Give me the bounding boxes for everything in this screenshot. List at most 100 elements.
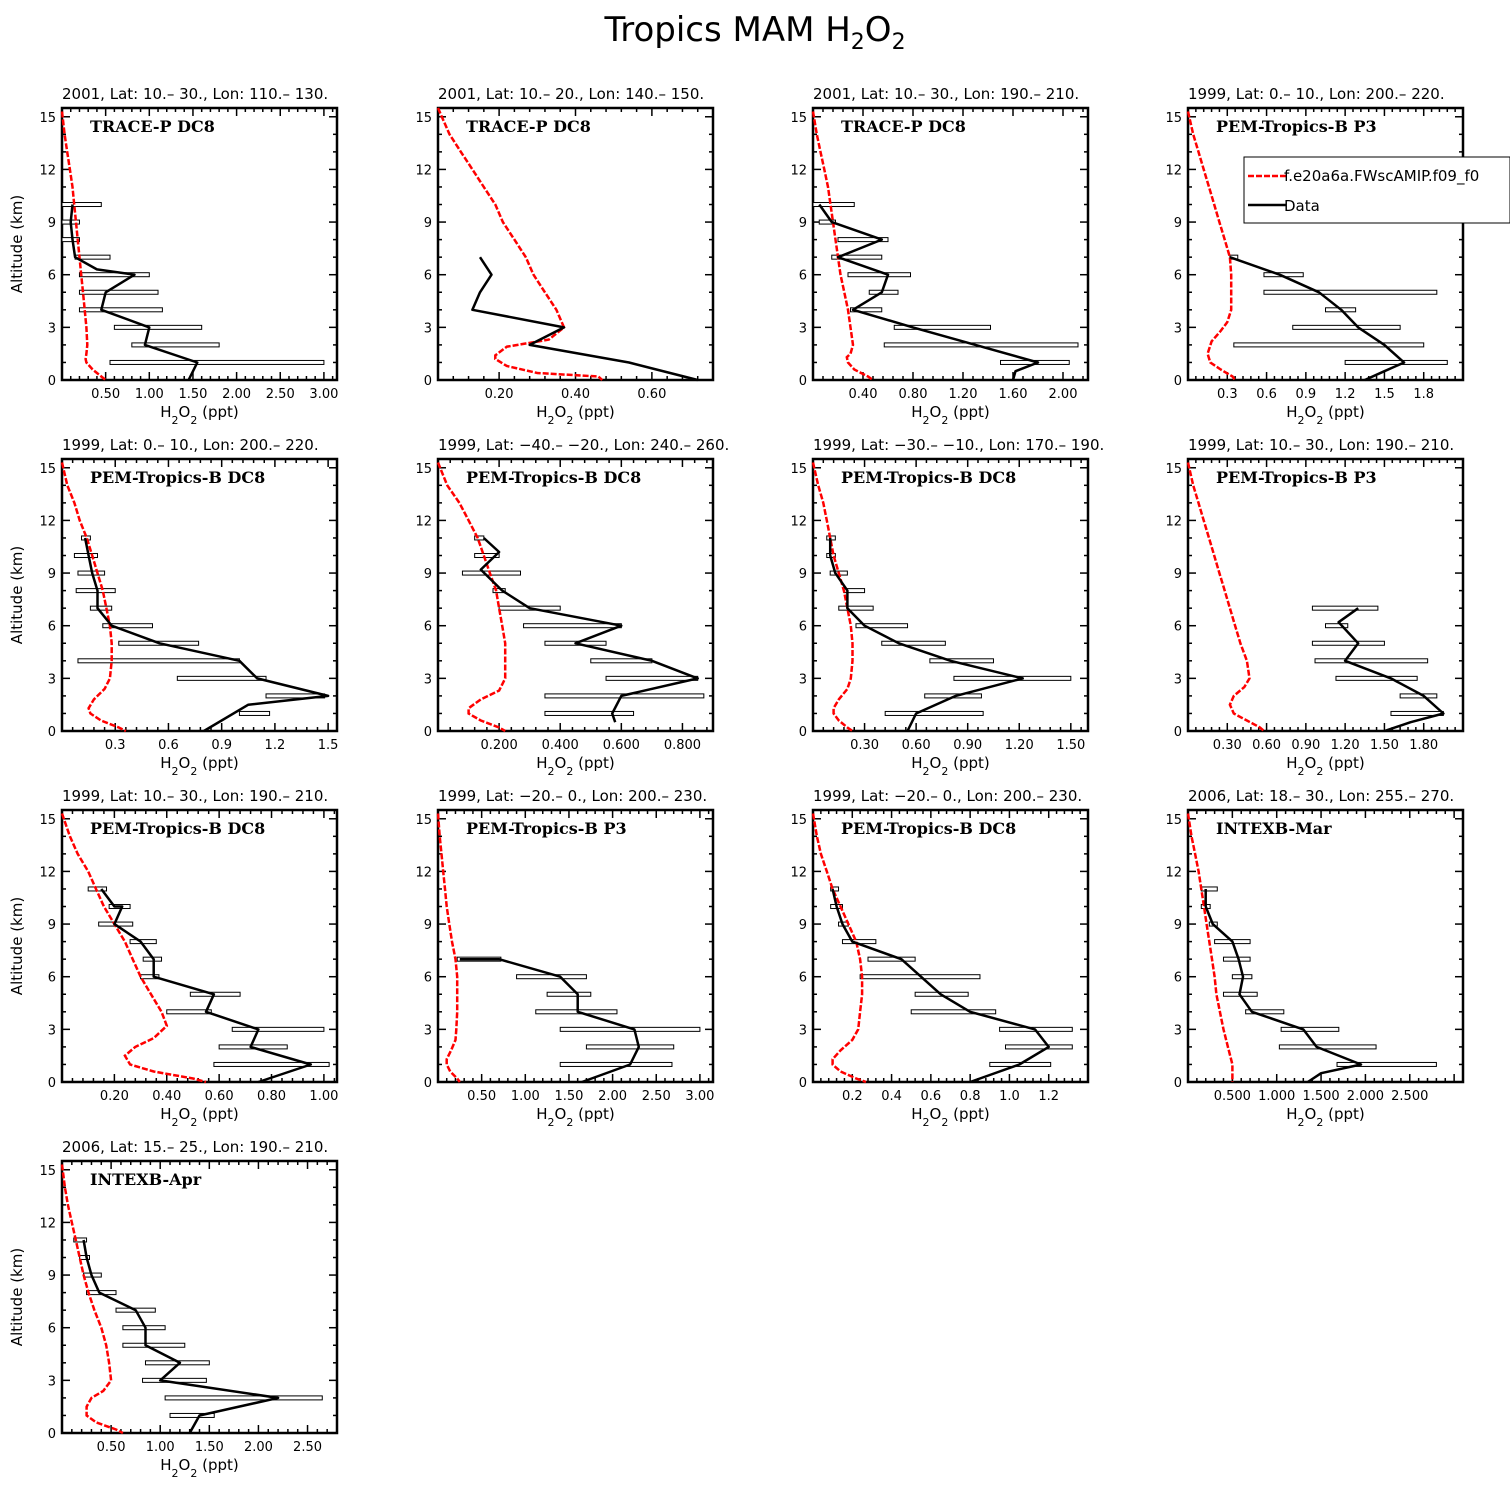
error-bar bbox=[1280, 1026, 1340, 1032]
y-tick-label: 6 bbox=[1174, 269, 1182, 284]
x-tick-label: 2.000 bbox=[1347, 1089, 1384, 1104]
data-series-line bbox=[831, 888, 1050, 1084]
y-tick-label: 12 bbox=[790, 865, 807, 880]
plot-frame bbox=[436, 106, 715, 382]
plot-frame bbox=[811, 808, 1090, 1084]
x-tick-label: 0.80 bbox=[257, 1089, 286, 1104]
y-tick-label: 3 bbox=[1174, 321, 1182, 336]
model-series-line bbox=[60, 1164, 124, 1435]
error-bar bbox=[231, 1026, 325, 1032]
x-axis-label: H2O2 (ppt) bbox=[160, 754, 239, 778]
y-tick-label: 6 bbox=[424, 269, 432, 284]
x-axis-label: H2O2 (ppt) bbox=[1286, 754, 1365, 778]
error-bar bbox=[910, 1009, 997, 1015]
x-tick-label: 0.600 bbox=[603, 738, 640, 753]
error-bar bbox=[113, 324, 203, 330]
error-bar bbox=[850, 307, 883, 313]
x-tick-label: 2.500 bbox=[1391, 1089, 1428, 1104]
x-tick-label: 1.50 bbox=[1056, 738, 1085, 753]
error-bar bbox=[1005, 1044, 1073, 1050]
plot-frame bbox=[811, 106, 1090, 382]
data-series-line bbox=[100, 888, 313, 1084]
x-tick-label: 3.00 bbox=[309, 387, 338, 402]
x-tick-label: 0.20 bbox=[100, 1089, 129, 1104]
error-bar bbox=[1245, 1009, 1285, 1015]
error-bar bbox=[1311, 640, 1385, 646]
subplot-title: 1999, Lat: 10.– 30., Lon: 190.– 210. bbox=[1188, 436, 1454, 454]
y-tick-label: 15 bbox=[415, 462, 432, 477]
y-tick-label: 3 bbox=[1174, 672, 1182, 687]
x-tick-label: 1.50 bbox=[554, 1089, 583, 1104]
data-series-line bbox=[82, 1239, 280, 1434]
error-bar bbox=[855, 623, 909, 629]
y-tick-label: 12 bbox=[415, 163, 432, 178]
subplot-title: 2006, Lat: 18.– 30., Lon: 255.– 270. bbox=[1188, 787, 1454, 805]
y-tick-label: 0 bbox=[48, 725, 56, 740]
error-bar bbox=[61, 237, 80, 243]
x-tick-label: 0.60 bbox=[205, 1089, 234, 1104]
model-series-line bbox=[436, 813, 461, 1083]
y-tick-label: 6 bbox=[424, 971, 432, 986]
model-series-line bbox=[1186, 813, 1234, 1082]
x-tick-label: 0.40 bbox=[849, 387, 878, 402]
x-tick-label: 0.6 bbox=[921, 1089, 942, 1104]
legend: f.e20a6a.FWscAMIP.f09_f0 Data bbox=[1243, 156, 1510, 224]
y-tick-label: 6 bbox=[424, 620, 432, 635]
x-tick-label: 1.2 bbox=[265, 738, 286, 753]
campaign-label: PEM-Tropics-B DC8 bbox=[90, 468, 265, 487]
x-tick-label: 0.8 bbox=[960, 1089, 981, 1104]
model-series-line bbox=[811, 813, 867, 1084]
y-tick-label: 6 bbox=[1174, 971, 1182, 986]
data-series-line bbox=[83, 537, 330, 733]
x-tick-label: 2.50 bbox=[293, 1440, 322, 1455]
y-tick-label: 9 bbox=[799, 567, 807, 582]
x-tick-label: 0.60 bbox=[637, 387, 666, 402]
error-bar bbox=[838, 605, 874, 611]
model-series-line bbox=[436, 462, 507, 733]
plot-frame bbox=[1186, 808, 1465, 1084]
y-tick-label: 0 bbox=[48, 1427, 56, 1442]
plot-frame bbox=[436, 457, 715, 733]
y-axis-label: Altitude (km) bbox=[8, 195, 26, 293]
y-tick-label: 9 bbox=[799, 216, 807, 231]
y-tick-label: 3 bbox=[424, 321, 432, 336]
y-tick-label: 12 bbox=[790, 163, 807, 178]
subplot-8: 1999, Lat: 10.– 30., Lon: 190.– 210. 0 3 6 9… bbox=[1165, 436, 1465, 778]
x-tick-label: 1.50 bbox=[195, 1440, 224, 1455]
subplot-title: 1999, Lat: −30.– −10., Lon: 170.– 190. bbox=[813, 436, 1104, 454]
y-tick-label: 3 bbox=[799, 321, 807, 336]
error-bar bbox=[89, 605, 113, 611]
plot-frame bbox=[1186, 457, 1465, 733]
error-bar bbox=[102, 623, 153, 629]
y-tick-label: 15 bbox=[790, 111, 807, 126]
subplot-12: 2006, Lat: 18.– 30., Lon: 255.– 270. 0 3 6 9… bbox=[1165, 787, 1465, 1129]
error-bar bbox=[1278, 1044, 1377, 1050]
error-bar bbox=[1344, 359, 1448, 365]
x-tick-label: 0.30 bbox=[1213, 738, 1242, 753]
y-tick-label: 0 bbox=[799, 1076, 807, 1091]
error-bar bbox=[818, 219, 836, 225]
data-series-line bbox=[818, 203, 1040, 381]
x-tick-label: 2.00 bbox=[1049, 387, 1078, 402]
subplot-title: 1999, Lat: −40.– −20., Lon: 240.– 260. bbox=[438, 436, 729, 454]
y-tick-label: 6 bbox=[48, 269, 56, 284]
y-tick-label: 12 bbox=[39, 865, 56, 880]
campaign-label: PEM-Tropics-B P3 bbox=[1216, 117, 1377, 136]
campaign-label: TRACE-P DC8 bbox=[466, 117, 591, 136]
error-bar bbox=[1311, 605, 1379, 611]
x-tick-label: 0.9 bbox=[1296, 387, 1317, 402]
x-tick-label: 0.20 bbox=[485, 387, 514, 402]
x-tick-label: 0.50 bbox=[91, 387, 120, 402]
x-tick-label: 1.5 bbox=[318, 738, 339, 753]
y-tick-label: 12 bbox=[790, 514, 807, 529]
page-title: Tropics MAM H2O2 bbox=[604, 10, 906, 55]
y-tick-label: 3 bbox=[424, 1023, 432, 1038]
x-tick-label: 0.400 bbox=[542, 738, 579, 753]
x-tick-label: 0.80 bbox=[899, 387, 928, 402]
plot-frame bbox=[60, 457, 339, 733]
y-tick-label: 6 bbox=[48, 971, 56, 986]
plot-frame bbox=[436, 808, 715, 1084]
x-tick-label: 2.00 bbox=[244, 1440, 273, 1455]
error-bar bbox=[881, 640, 946, 646]
error-bar bbox=[176, 675, 267, 681]
